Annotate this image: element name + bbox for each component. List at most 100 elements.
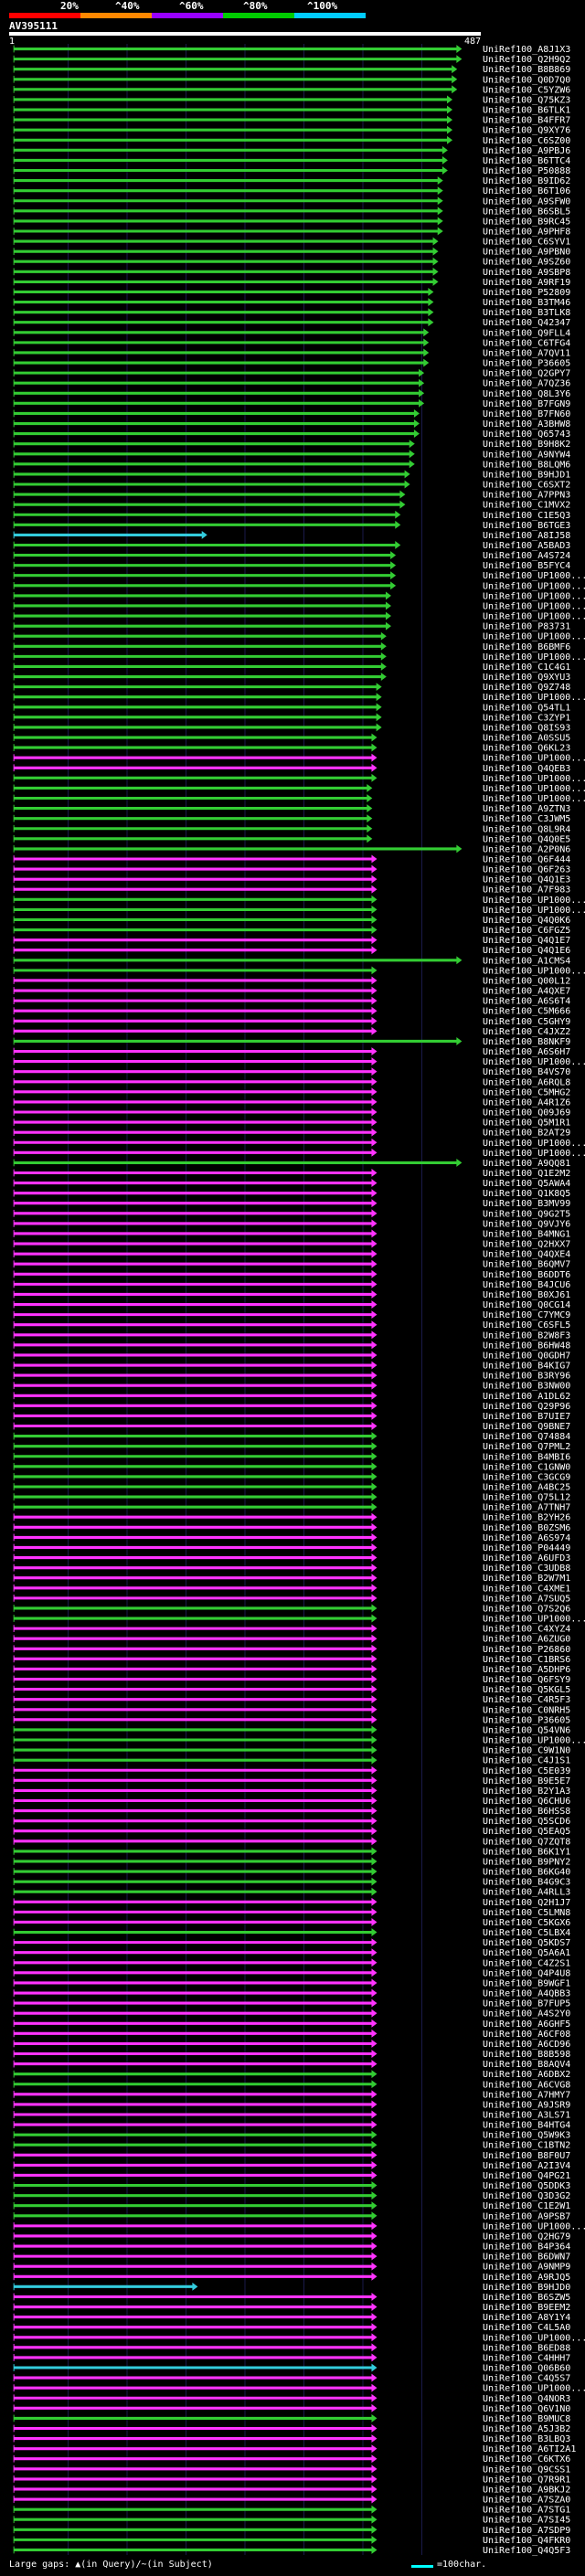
hit-row[interactable]: UniRef100_A9PSB7 — [13, 2211, 570, 2221]
hit-label[interactable]: UniRef100_UP1000... — [483, 571, 585, 581]
hit-label[interactable]: UniRef100_UP1000... — [483, 591, 585, 601]
hit-label[interactable]: UniRef100_Q4PG21 — [483, 2171, 570, 2181]
hit-row[interactable]: UniRef100_B6SZW5 — [13, 2293, 570, 2303]
hit-row[interactable]: UniRef100_A5DHP6 — [13, 1665, 570, 1675]
hit-label[interactable]: UniRef100_B6TLK1 — [483, 106, 570, 116]
hit-label[interactable]: UniRef100_B2Y1A3 — [483, 1786, 570, 1797]
hit-row[interactable]: UniRef100_B6DWN7 — [13, 2253, 570, 2263]
hit-label[interactable]: UniRef100_UP1000... — [483, 906, 585, 916]
hit-label[interactable]: UniRef100_Q6F444 — [483, 854, 570, 864]
hit-label[interactable]: UniRef100_A4QXE7 — [483, 987, 570, 997]
hit-label[interactable]: UniRef100_Q7S2Q6 — [483, 1604, 570, 1614]
hit-row[interactable]: UniRef100_B9HJD1 — [13, 470, 570, 480]
hit-label[interactable]: UniRef100_A3BHW8 — [483, 419, 570, 429]
hit-label[interactable]: UniRef100_C3ZYP1 — [483, 713, 570, 723]
hit-label[interactable]: UniRef100_A8J1X3 — [483, 45, 570, 55]
hit-row[interactable]: UniRef100_C3GCG9 — [13, 1472, 570, 1482]
hit-label[interactable]: UniRef100_C3JWM5 — [483, 814, 570, 824]
hit-row[interactable]: UniRef100_C4L5A0 — [13, 2323, 570, 2333]
hit-label[interactable]: UniRef100_Q3D3G2 — [483, 2191, 570, 2201]
hit-row[interactable]: UniRef100_B6HSS8 — [13, 1807, 570, 1817]
hit-label[interactable]: UniRef100_A7STG1 — [483, 2506, 570, 2516]
hit-row[interactable]: UniRef100_B4KIG7 — [13, 1362, 570, 1372]
hit-label[interactable]: UniRef100_A7QV11 — [483, 348, 570, 358]
hit-label[interactable]: UniRef100_B4JCU6 — [483, 1280, 570, 1290]
hit-row[interactable]: UniRef100_Q5AWA4 — [13, 1179, 570, 1189]
hit-label[interactable]: UniRef100_Q1K8Q5 — [483, 1189, 570, 1199]
hit-row[interactable]: UniRef100_UP1000... — [13, 2333, 585, 2343]
hit-row[interactable]: UniRef100_A5BAD3 — [13, 541, 570, 551]
hit-label[interactable]: UniRef100_C6SFL5 — [483, 1320, 570, 1330]
hit-label[interactable]: UniRef100_A4BC25 — [483, 1482, 570, 1492]
hit-row[interactable]: UniRef100_A9QQ81 — [13, 1159, 570, 1169]
hit-row[interactable]: UniRef100_A6CF08 — [13, 2030, 570, 2040]
hit-label[interactable]: UniRef100_B8NKF9 — [483, 1037, 570, 1047]
hit-row[interactable]: UniRef100_A0SSU5 — [13, 734, 570, 744]
hit-row[interactable]: UniRef100_B7FN60 — [13, 409, 570, 419]
hit-row[interactable]: UniRef100_B8LQM6 — [13, 460, 570, 470]
hit-row[interactable]: UniRef100_C1C4G1 — [13, 663, 570, 673]
hit-label[interactable]: UniRef100_B9ID62 — [483, 176, 570, 186]
hit-row[interactable]: UniRef100_C6FGZ5 — [13, 926, 570, 936]
hit-label[interactable]: UniRef100_B0ZSM6 — [483, 1523, 570, 1533]
hit-row[interactable]: UniRef100_A7F983 — [13, 885, 570, 896]
hit-label[interactable]: UniRef100_B6BMF6 — [483, 642, 570, 652]
hit-row[interactable]: UniRef100_Q65743 — [13, 429, 570, 440]
hit-row[interactable]: UniRef100_UP1000... — [13, 1057, 585, 1067]
hit-row[interactable]: UniRef100_B6T106 — [13, 186, 570, 196]
hit-row[interactable]: UniRef100_A2P0N6 — [13, 844, 570, 854]
hit-row[interactable]: UniRef100_C1E5Q3 — [13, 511, 570, 521]
hit-label[interactable]: UniRef100_B6HSS8 — [483, 1807, 570, 1817]
hit-label[interactable]: UniRef100_Q5AWA4 — [483, 1179, 570, 1189]
hit-label[interactable]: UniRef100_Q1E2M2 — [483, 1169, 570, 1179]
hit-label[interactable]: UniRef100_A6DBX2 — [483, 2070, 570, 2080]
hit-row[interactable]: UniRef100_A9PBN0 — [13, 248, 570, 258]
hit-row[interactable]: UniRef100_A4S724 — [13, 551, 570, 561]
hit-row[interactable]: UniRef100_B9HJD0 — [13, 2283, 570, 2293]
hit-label[interactable]: UniRef100_Q54TL1 — [483, 703, 570, 713]
hit-row[interactable]: UniRef100_UP1000... — [13, 794, 585, 804]
hit-row[interactable]: UniRef100_B3TM46 — [13, 298, 570, 308]
hit-row[interactable]: UniRef100_Q0D7Q0 — [13, 75, 570, 85]
hit-label[interactable]: UniRef100_A6S6T4 — [483, 997, 570, 1007]
hit-row[interactable]: UniRef100_A7STG1 — [13, 2506, 570, 2516]
hit-row[interactable]: UniRef100_A9NMP9 — [13, 2263, 570, 2273]
hit-row[interactable]: UniRef100_C9W1N0 — [13, 1746, 570, 1756]
hit-row[interactable]: UniRef100_B2W8F3 — [13, 1330, 570, 1341]
hit-row[interactable]: UniRef100_B2Y1A3 — [13, 1786, 570, 1797]
hit-label[interactable]: UniRef100_B9H8K2 — [483, 440, 570, 450]
hit-row[interactable]: UniRef100_B8F0U7 — [13, 2151, 570, 2161]
hit-label[interactable]: UniRef100_C6SZ00 — [483, 136, 570, 146]
hit-label[interactable]: UniRef100_B3TLK8 — [483, 308, 570, 318]
hit-row[interactable]: UniRef100_A1CMS4 — [13, 956, 570, 966]
hit-row[interactable]: UniRef100_A4S2Y0 — [13, 2009, 570, 2019]
hit-row[interactable]: UniRef100_C1BTN2 — [13, 2141, 570, 2151]
hit-row[interactable]: UniRef100_B4JCU6 — [13, 1280, 570, 1290]
hit-row[interactable]: UniRef100_A9PBJ6 — [13, 146, 570, 156]
hit-label[interactable]: UniRef100_C5E039 — [483, 1766, 570, 1776]
hit-row[interactable]: UniRef100_Q9CSS1 — [13, 2465, 570, 2475]
hit-row[interactable]: UniRef100_B4MNG1 — [13, 1229, 570, 1239]
hit-label[interactable]: UniRef100_Q06B60 — [483, 2364, 570, 2374]
hit-row[interactable]: UniRef100_C5E039 — [13, 1766, 570, 1776]
hit-label[interactable]: UniRef100_C4J1S1 — [483, 1756, 570, 1766]
hit-label[interactable]: UniRef100_A6CD96 — [483, 2040, 570, 2050]
hit-label[interactable]: UniRef100_Q8L9R4 — [483, 824, 570, 834]
hit-row[interactable]: UniRef100_UP1000... — [13, 754, 585, 764]
hit-label[interactable]: UniRef100_C5KGX6 — [483, 1918, 570, 1928]
hit-label[interactable]: UniRef100_A1CMS4 — [483, 956, 570, 966]
hit-label[interactable]: UniRef100_B6KG40 — [483, 1868, 570, 1878]
hit-row[interactable]: UniRef100_A7SDP9 — [13, 2526, 570, 2536]
hit-label[interactable]: UniRef100_Q42347 — [483, 318, 570, 328]
hit-label[interactable]: UniRef100_A4R1Z6 — [483, 1097, 570, 1108]
hit-label[interactable]: UniRef100_B6DWN7 — [483, 2253, 570, 2263]
hit-label[interactable]: UniRef100_B9HJD0 — [483, 2283, 570, 2293]
hit-row[interactable]: UniRef100_Q75L12 — [13, 1493, 570, 1503]
hit-row[interactable]: UniRef100_A2I3V4 — [13, 2161, 570, 2171]
hit-label[interactable]: UniRef100_P52809 — [483, 288, 570, 298]
hit-label[interactable]: UniRef100_Q0CG14 — [483, 1300, 570, 1310]
hit-label[interactable]: UniRef100_C4XYZ4 — [483, 1625, 570, 1635]
hit-row[interactable]: UniRef100_B5FYC4 — [13, 561, 570, 571]
hit-row[interactable]: UniRef100_Q5DDK3 — [13, 2181, 570, 2191]
hit-label[interactable]: UniRef100_C4R5F3 — [483, 1695, 570, 1705]
